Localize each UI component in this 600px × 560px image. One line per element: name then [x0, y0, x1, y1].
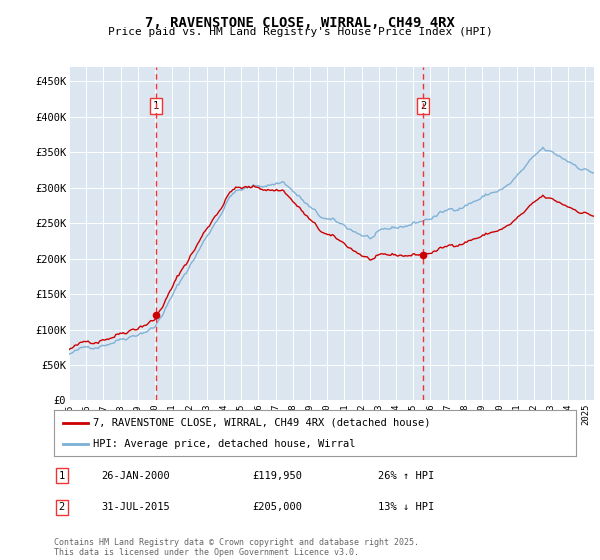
Text: 1: 1 — [59, 470, 65, 480]
Text: Price paid vs. HM Land Registry's House Price Index (HPI): Price paid vs. HM Land Registry's House … — [107, 27, 493, 37]
Text: £119,950: £119,950 — [253, 470, 302, 480]
Text: 7, RAVENSTONE CLOSE, WIRRAL, CH49 4RX: 7, RAVENSTONE CLOSE, WIRRAL, CH49 4RX — [145, 16, 455, 30]
Text: 2: 2 — [420, 101, 427, 111]
Text: 2: 2 — [59, 502, 65, 512]
Text: 7, RAVENSTONE CLOSE, WIRRAL, CH49 4RX (detached house): 7, RAVENSTONE CLOSE, WIRRAL, CH49 4RX (d… — [93, 418, 431, 428]
Text: 31-JUL-2015: 31-JUL-2015 — [101, 502, 170, 512]
Text: 1: 1 — [153, 101, 160, 111]
Text: Contains HM Land Registry data © Crown copyright and database right 2025.
This d: Contains HM Land Registry data © Crown c… — [54, 538, 419, 557]
Text: £205,000: £205,000 — [253, 502, 302, 512]
Text: 26% ↑ HPI: 26% ↑ HPI — [377, 470, 434, 480]
Text: HPI: Average price, detached house, Wirral: HPI: Average price, detached house, Wirr… — [93, 439, 356, 449]
Text: 26-JAN-2000: 26-JAN-2000 — [101, 470, 170, 480]
Text: 13% ↓ HPI: 13% ↓ HPI — [377, 502, 434, 512]
